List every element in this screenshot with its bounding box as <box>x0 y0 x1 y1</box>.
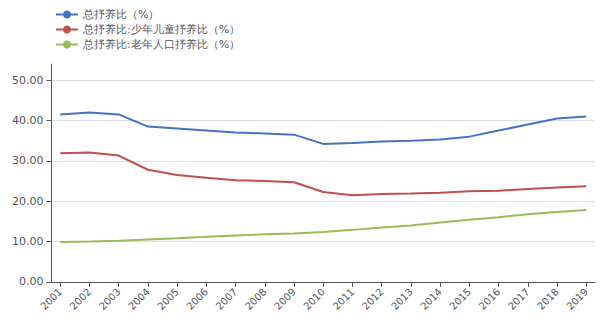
svg-text:2019: 2019 <box>564 286 590 312</box>
svg-text:10.00: 10.00 <box>12 235 44 248</box>
svg-text:2016: 2016 <box>477 286 503 312</box>
svg-text:2009: 2009 <box>272 286 298 312</box>
svg-text:总抒养比（%）: 总抒养比（%） <box>82 8 159 21</box>
svg-text:2006: 2006 <box>184 286 210 312</box>
svg-text:2017: 2017 <box>506 286 532 312</box>
svg-text:40.00: 40.00 <box>12 114 44 127</box>
svg-text:50.00: 50.00 <box>12 74 44 87</box>
svg-text:2001: 2001 <box>38 286 64 312</box>
svg-text:2008: 2008 <box>243 286 269 312</box>
svg-text:2011: 2011 <box>331 286 357 312</box>
svg-text:2013: 2013 <box>389 286 415 312</box>
svg-text:总抒养比:老年人口抒养比（%）: 总抒养比:老年人口抒养比（%） <box>82 38 240 51</box>
svg-text:2005: 2005 <box>155 286 181 312</box>
svg-text:2004: 2004 <box>126 286 152 312</box>
svg-text:30.00: 30.00 <box>12 154 44 167</box>
svg-text:2007: 2007 <box>214 286 240 312</box>
svg-text:总抒养比:少年儿童抒养比（%）: 总抒养比:少年儿童抒养比（%） <box>82 23 240 36</box>
svg-text:2002: 2002 <box>68 286 94 312</box>
svg-text:2012: 2012 <box>360 286 386 312</box>
svg-text:0.00: 0.00 <box>19 275 44 288</box>
svg-text:2010: 2010 <box>301 286 327 312</box>
svg-text:2003: 2003 <box>97 286 123 312</box>
svg-text:2015: 2015 <box>447 286 473 312</box>
svg-text:2018: 2018 <box>535 286 561 312</box>
svg-text:20.00: 20.00 <box>12 195 44 208</box>
svg-text:2014: 2014 <box>418 286 444 312</box>
